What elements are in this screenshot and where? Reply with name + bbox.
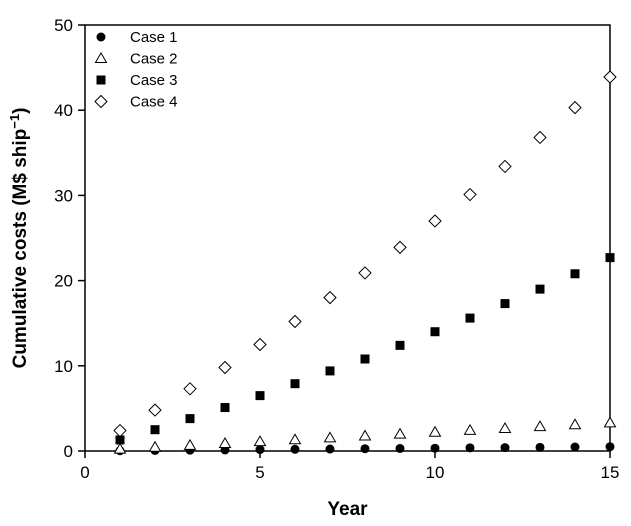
case-2-point xyxy=(323,431,337,443)
case-1-point xyxy=(570,442,580,452)
case-1-point xyxy=(430,443,440,453)
legend-label-case-1: Case 1 xyxy=(130,29,178,46)
legend-label-case-2: Case 2 xyxy=(130,51,178,68)
y-tick-label: 50 xyxy=(54,16,73,35)
y-tick-label: 30 xyxy=(54,186,73,205)
case-3-point xyxy=(185,414,195,424)
case-1-point xyxy=(535,442,545,452)
case-4-point xyxy=(288,314,302,329)
case-1-point xyxy=(500,443,510,453)
axes: 0 5 10 15 0 10 20 30 40 50 xyxy=(54,16,619,482)
x-tick-label: 15 xyxy=(601,463,620,482)
legend-marker-case-1 xyxy=(96,32,106,42)
case-2-point xyxy=(253,435,267,447)
data-marks xyxy=(113,70,617,456)
case-3-point xyxy=(465,313,475,323)
case-3-point xyxy=(535,284,545,294)
case-3-point xyxy=(325,366,335,376)
case-2-point xyxy=(148,440,162,452)
x-tick-label: 0 xyxy=(80,463,89,482)
case-4-point xyxy=(568,100,582,115)
y-tick-label: 40 xyxy=(54,101,73,120)
y-axis-title-main: Cumulative costs (M$ ship xyxy=(10,129,31,369)
case-3-point xyxy=(395,340,405,350)
case-3-point xyxy=(255,391,265,401)
case-4-point xyxy=(183,382,197,396)
legend-label-case-3: Case 3 xyxy=(130,72,178,89)
case-4-point xyxy=(358,266,372,280)
case-4-point xyxy=(393,240,407,255)
legend-marker-case-4 xyxy=(94,94,108,109)
case-1-point xyxy=(465,443,475,453)
legend-marker-case-3 xyxy=(96,75,106,85)
case-1-point xyxy=(360,444,370,454)
case-3-point xyxy=(500,299,510,309)
y-tick-label: 20 xyxy=(54,272,73,291)
case-2-point xyxy=(358,429,372,441)
case-4-point xyxy=(323,290,337,305)
case-2-point xyxy=(393,427,407,439)
case-1-point xyxy=(255,445,265,455)
y-axis-title: Cumulative costs (M$ ship−1) xyxy=(7,108,31,369)
case-3-point xyxy=(605,253,615,263)
case-1-point xyxy=(605,442,615,452)
case-4-point xyxy=(498,159,512,174)
y-axis-title-superscript: −1 xyxy=(7,114,22,129)
legend-marker-case-2 xyxy=(94,52,108,63)
case-2-point xyxy=(428,425,442,437)
case-4-point xyxy=(148,403,162,417)
case-1-point xyxy=(325,444,335,454)
x-tick-label: 5 xyxy=(255,463,264,482)
case-4-point xyxy=(113,423,127,438)
legend: Case 1 Case 2 Case 3 Case 4 xyxy=(94,29,178,111)
case-2-point xyxy=(288,433,302,445)
case-1-point xyxy=(395,443,405,453)
case-2-point xyxy=(498,422,512,434)
case-2-point xyxy=(218,437,232,449)
case-3-point xyxy=(115,435,125,445)
case-2-point xyxy=(183,438,197,450)
y-axis-title-close: ) xyxy=(10,108,31,114)
case-3-point xyxy=(570,269,580,279)
case-3-point xyxy=(430,327,440,337)
case-2-point xyxy=(463,423,477,435)
case-4-point xyxy=(253,337,267,352)
legend-label-case-4: Case 4 xyxy=(130,94,178,111)
case-1-point xyxy=(290,444,300,454)
x-tick-label: 10 xyxy=(426,463,445,482)
case-4-point xyxy=(533,130,547,145)
case-3-point xyxy=(360,354,370,364)
case-2-point xyxy=(113,442,127,454)
y-tick-label: 0 xyxy=(64,442,73,461)
case-2-point xyxy=(533,420,547,432)
plot-area xyxy=(84,24,611,452)
case-3-point xyxy=(290,379,300,389)
case-3-point xyxy=(150,425,160,435)
case-4-point xyxy=(218,360,232,375)
case-2-point xyxy=(603,416,617,428)
case-3-point xyxy=(220,403,230,413)
case-2-point xyxy=(568,418,582,430)
x-axis-title: Year xyxy=(327,499,368,520)
y-tick-label: 10 xyxy=(54,357,73,376)
case-4-point xyxy=(463,187,477,202)
case-4-point xyxy=(603,70,617,84)
case-4-point xyxy=(428,214,442,228)
